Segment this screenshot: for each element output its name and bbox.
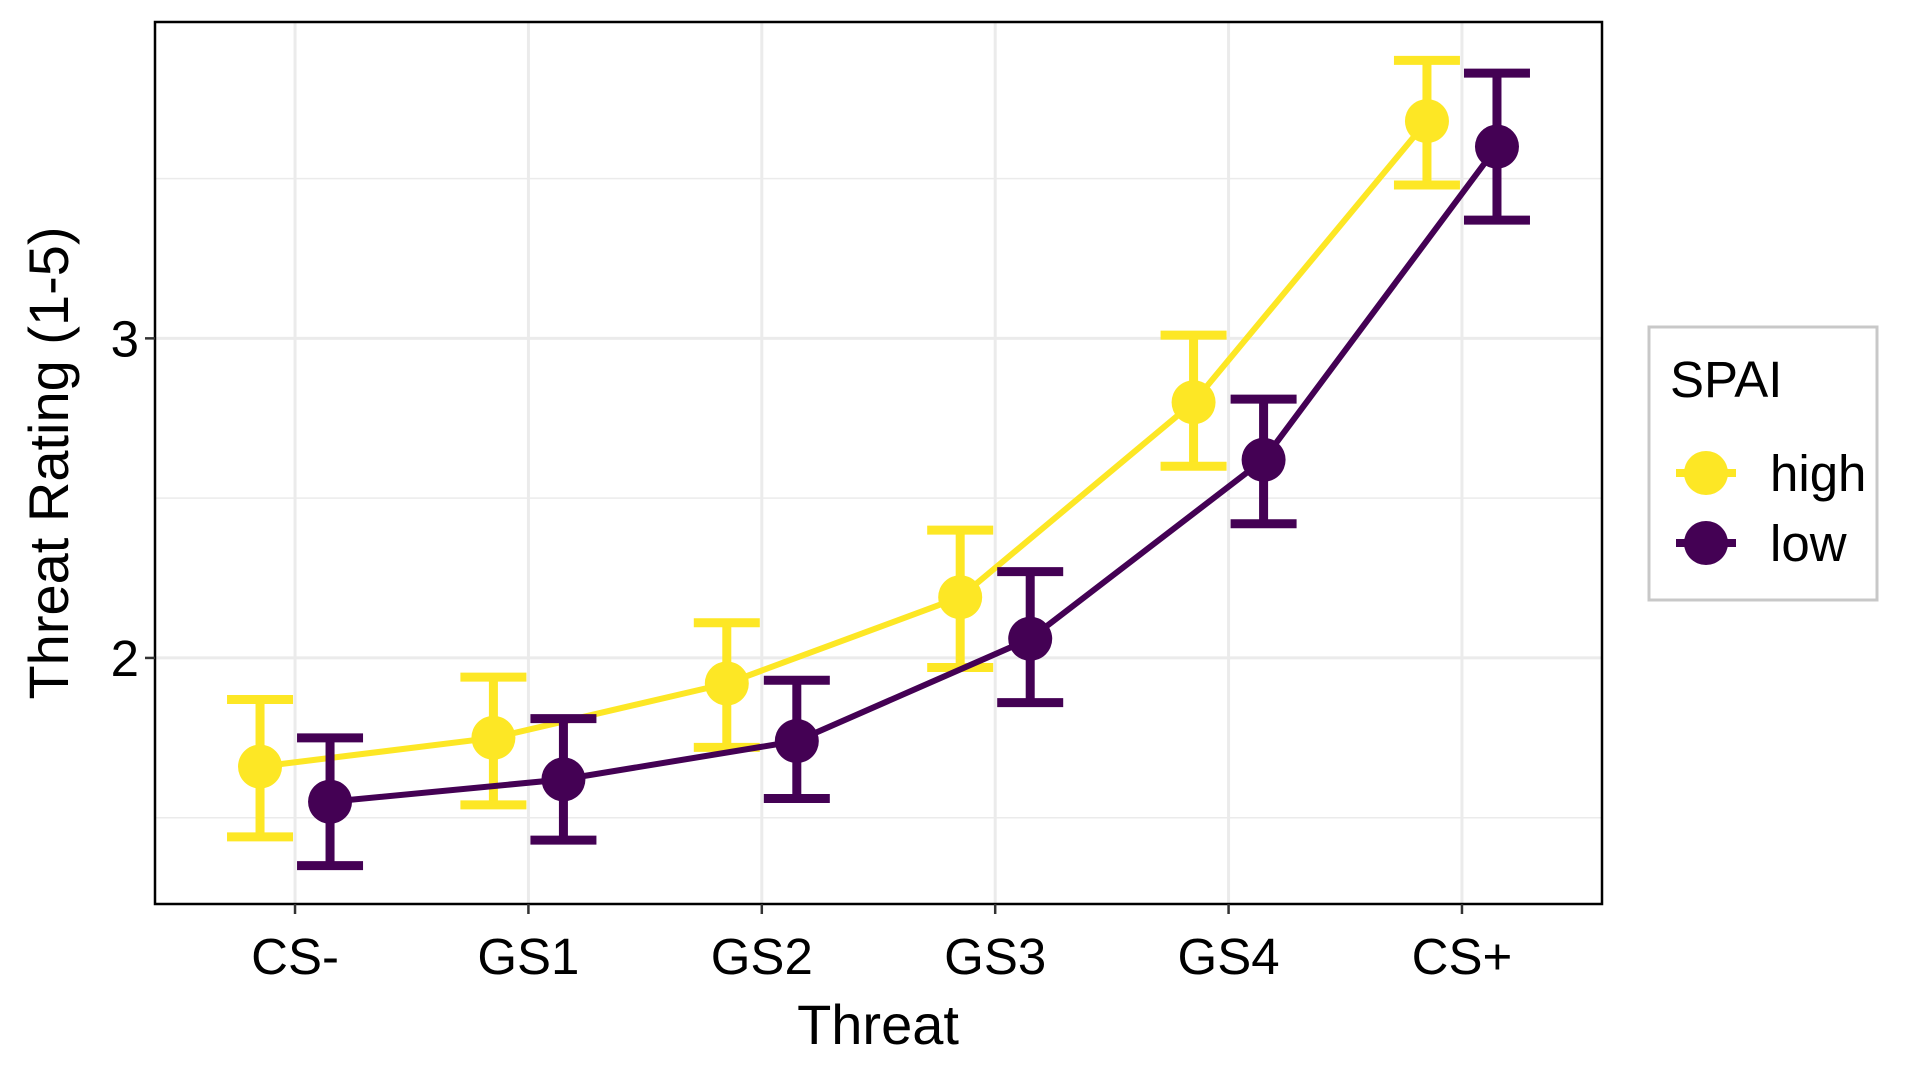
data-point	[308, 779, 353, 824]
panel-background	[155, 22, 1602, 904]
y-axis-title: Threat Rating (1-5)	[17, 226, 80, 699]
data-point	[1241, 437, 1286, 482]
x-tick-label: GS2	[711, 928, 813, 985]
data-point	[1171, 380, 1216, 425]
data-point	[774, 719, 819, 764]
legend: SPAI high low	[1647, 325, 1879, 602]
y-axis: 23	[111, 310, 155, 687]
data-point	[1008, 616, 1053, 661]
legend-label: high	[1770, 445, 1866, 502]
series-layer	[227, 55, 1530, 871]
data-point	[1474, 124, 1519, 169]
x-axis-title: Threat	[797, 993, 959, 1056]
series-line-low	[329, 144, 1500, 805]
minor-gridlines	[155, 177, 1602, 819]
data-point	[938, 575, 983, 620]
y-tick-label: 2	[111, 630, 139, 687]
data-point	[238, 744, 283, 789]
data-point	[471, 715, 516, 760]
major-gridlines	[155, 22, 1602, 904]
series-line-high	[259, 119, 1430, 770]
legend-key-point	[1684, 451, 1728, 495]
x-tick-label: GS4	[1178, 928, 1280, 985]
x-tick-label: CS+	[1412, 928, 1513, 985]
x-tick-label: GS3	[944, 928, 1046, 985]
data-point	[1404, 99, 1449, 144]
data-point	[541, 757, 586, 802]
legend-key-point	[1684, 521, 1728, 565]
series-high	[227, 55, 1460, 842]
legend-label: low	[1770, 515, 1847, 572]
legend-item-high: high	[1676, 445, 1866, 502]
x-axis: CS- GS1 GS2 GS3 GS4 CS+	[251, 904, 1512, 985]
x-tick-label: CS-	[251, 928, 339, 985]
legend-title: SPAI	[1670, 351, 1782, 408]
legend-item-low: low	[1676, 515, 1847, 572]
panel-border	[153, 20, 1604, 906]
x-tick-label: GS1	[477, 928, 579, 985]
series-low	[297, 68, 1530, 871]
legend-items: high low	[1676, 445, 1866, 572]
data-point	[704, 661, 749, 706]
y-tick-label: 3	[111, 310, 139, 367]
